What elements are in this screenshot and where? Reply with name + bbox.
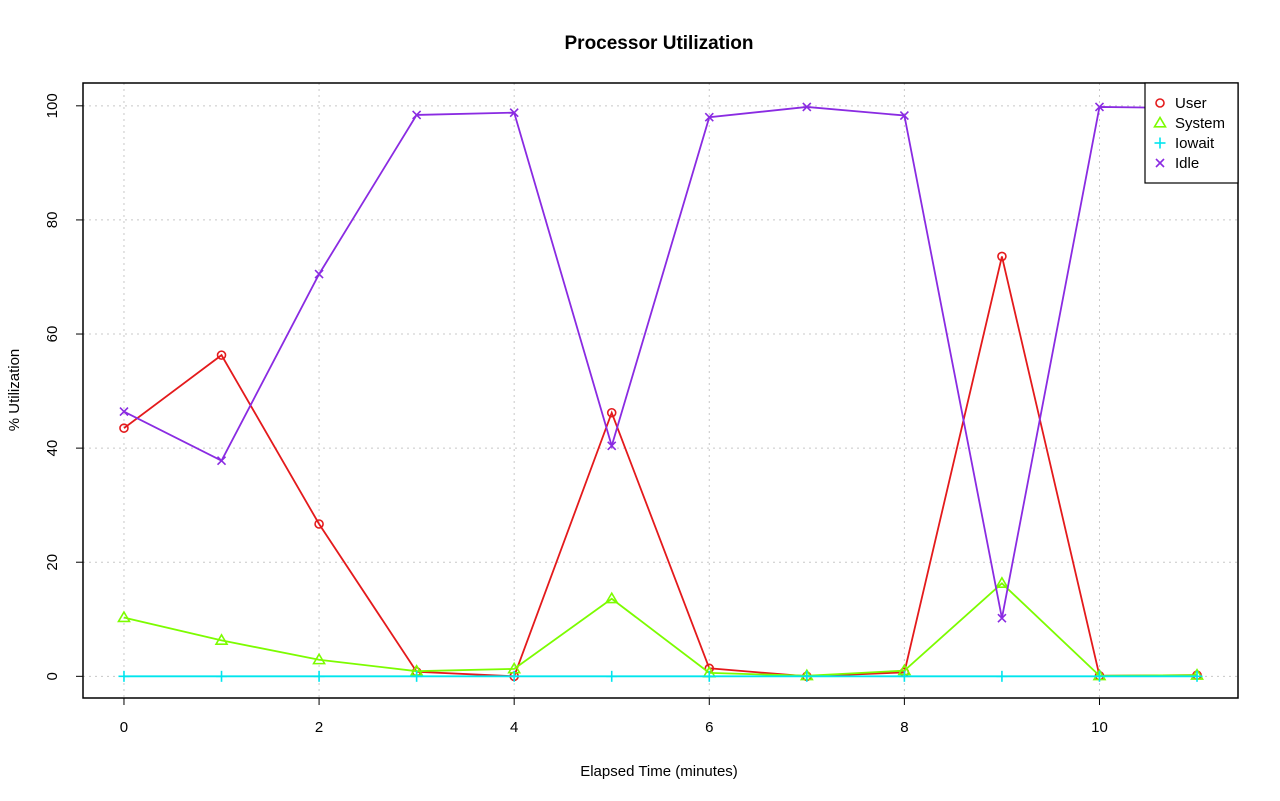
data-point-user	[216, 350, 227, 360]
data-point-idle	[802, 102, 812, 112]
series-layer	[117, 102, 1204, 682]
series-idle	[119, 102, 1202, 623]
data-point-idle	[314, 269, 324, 279]
data-point-idle	[607, 441, 617, 451]
data-point-system	[312, 652, 326, 665]
chart-title: Processor Utilization	[565, 33, 754, 54]
data-point-iowait	[411, 670, 423, 682]
x-axis: 0 2 4 6 8 10	[120, 698, 1108, 736]
data-point-iowait	[508, 670, 520, 682]
data-point-iowait	[313, 670, 325, 682]
legend-item-system: System	[1153, 115, 1225, 132]
legend-item-user: User	[1155, 95, 1207, 112]
series-line-system	[123, 582, 1198, 677]
data-point-iowait	[801, 670, 813, 682]
data-point-iowait	[996, 670, 1008, 682]
data-point-idle	[509, 108, 519, 118]
legend: User System Iowait Idle	[1144, 82, 1239, 184]
y-tick-label: 80	[44, 212, 61, 229]
legend-marker-iowait	[1154, 137, 1166, 149]
data-point-user	[606, 407, 617, 418]
x-axis-label: Elapsed Time (minutes)	[580, 763, 738, 780]
grid	[83, 83, 1238, 698]
data-point-idle	[704, 112, 714, 122]
data-point-iowait	[1191, 670, 1203, 682]
x-tick-label: 6	[705, 719, 713, 736]
legend-item-idle: Idle	[1155, 155, 1199, 172]
legend-item-iowait: Iowait	[1154, 135, 1215, 152]
data-point-iowait	[1093, 670, 1105, 682]
y-axis-label: % Utilization	[6, 349, 23, 432]
y-tick-label: 100	[44, 93, 61, 118]
legend-label: Iowait	[1175, 135, 1215, 152]
x-tick-label: 10	[1091, 719, 1108, 736]
data-point-system	[117, 610, 131, 623]
data-point-idle	[119, 407, 129, 417]
legend-label: System	[1175, 115, 1225, 132]
y-axis: 0 20 40 60 80 100	[44, 93, 83, 680]
data-point-system	[995, 576, 1009, 588]
plot-frame	[82, 82, 1239, 699]
legend-label: User	[1175, 95, 1207, 112]
data-point-system	[214, 633, 229, 646]
data-point-idle	[412, 110, 422, 120]
data-point-idle	[216, 456, 227, 466]
data-point-iowait	[898, 670, 910, 682]
x-tick-label: 0	[120, 719, 128, 736]
data-point-user	[119, 423, 129, 433]
x-tick-label: 8	[900, 719, 908, 736]
x-tick-label: 4	[510, 719, 518, 736]
data-point-iowait	[216, 670, 228, 682]
data-point-idle	[899, 110, 909, 121]
y-tick-label: 20	[44, 554, 61, 571]
x-tick-label: 2	[315, 719, 323, 736]
y-tick-label: 40	[44, 440, 61, 457]
series-line-user	[123, 256, 1198, 678]
y-tick-label: 60	[44, 326, 61, 343]
series-line-idle	[123, 106, 1198, 619]
data-point-system	[604, 591, 619, 604]
data-point-iowait	[703, 670, 715, 682]
legend-marker-system	[1153, 115, 1167, 128]
data-point-user	[997, 251, 1007, 262]
data-point-idle	[1094, 102, 1105, 112]
data-point-user	[314, 519, 324, 529]
legend-marker-idle	[1155, 158, 1165, 168]
y-tick-label: 0	[44, 672, 61, 680]
legend-marker-user	[1155, 98, 1165, 108]
series-iowait	[118, 670, 1203, 682]
series-system	[117, 576, 1204, 681]
series-user	[119, 251, 1202, 682]
data-point-iowait	[118, 670, 130, 682]
legend-label: Idle	[1175, 155, 1199, 172]
data-point-idle	[997, 613, 1007, 623]
data-point-iowait	[606, 670, 618, 682]
